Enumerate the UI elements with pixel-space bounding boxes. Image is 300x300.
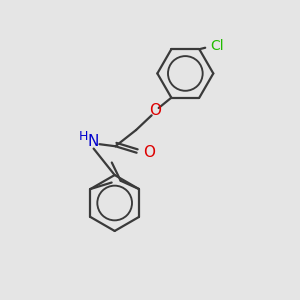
Text: Cl: Cl [210,39,224,53]
Text: N: N [88,134,99,149]
Text: O: O [149,103,161,118]
Text: O: O [143,145,155,160]
Text: H: H [79,130,88,143]
